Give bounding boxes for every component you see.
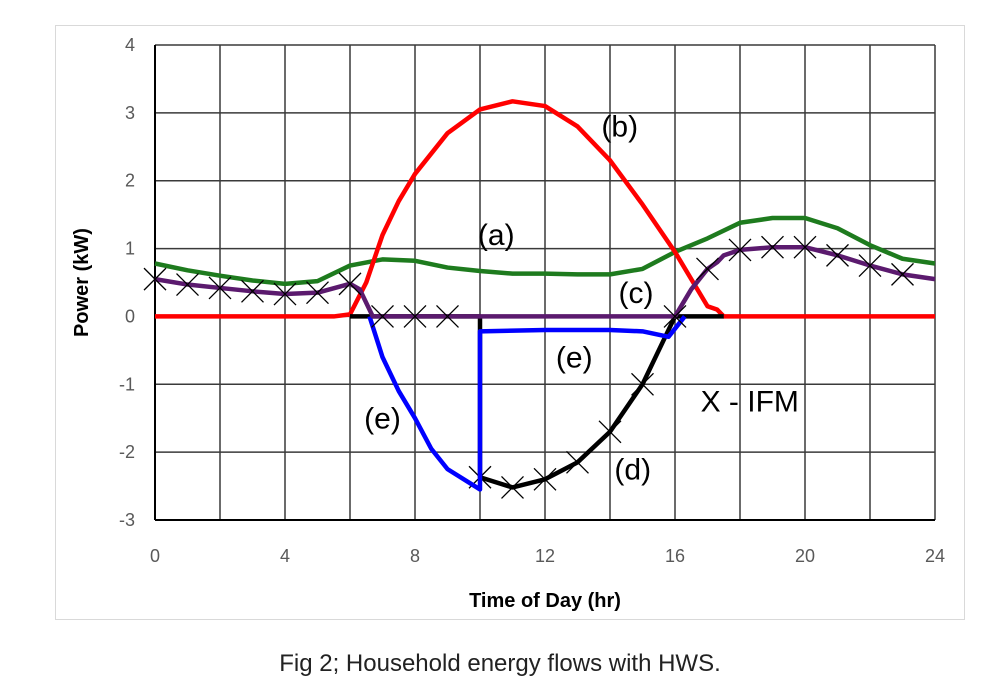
y-tick-label: -1: [119, 374, 135, 394]
y-tick-label: 1: [125, 239, 135, 259]
y-axis-label: Power (kW): [71, 228, 93, 337]
x-tick-label: 20: [795, 546, 815, 566]
y-tick-label: -3: [119, 510, 135, 530]
x-marker: [143, 267, 167, 291]
y-tick-label: 4: [125, 35, 135, 55]
x-marker: [858, 254, 882, 277]
x-marker: [306, 281, 329, 305]
annotation-label: (d): [614, 453, 651, 486]
x-marker: [533, 467, 557, 491]
y-tick-label: -2: [119, 442, 135, 462]
y-tick-label: 0: [125, 306, 135, 326]
series-line-3: [367, 315, 687, 492]
x-tick-label: 24: [925, 546, 945, 566]
chart-frame: [55, 25, 965, 620]
annotation-label: X - IFM: [701, 385, 799, 418]
x-marker: [696, 257, 719, 281]
x-marker: [728, 238, 752, 262]
x-marker: [501, 475, 524, 499]
annotation-label: (c): [619, 277, 654, 310]
annotation-label: (e): [364, 402, 401, 435]
x-marker: [761, 235, 784, 259]
x-tick-label: 8: [410, 546, 420, 566]
x-tick-label: 12: [535, 546, 555, 566]
x-marker: [793, 235, 817, 259]
x-marker: [631, 372, 654, 396]
figure-caption: Fig 2; Household energy flows with HWS.: [279, 650, 721, 677]
series-line-1: [155, 99, 935, 319]
x-marker: [598, 420, 622, 444]
x-marker: [566, 450, 589, 474]
x-tick-label: 4: [280, 546, 290, 566]
x-marker: [371, 304, 394, 328]
series-line-4: [154, 244, 936, 319]
series-line-0: [154, 215, 936, 287]
x-marker: [241, 279, 264, 303]
x-marker: [176, 273, 199, 296]
x-tick-label: 0: [150, 546, 160, 566]
x-marker: [208, 276, 232, 300]
x-marker: [338, 272, 362, 296]
x-tick-label: 16: [665, 546, 685, 566]
x-marker: [826, 243, 849, 267]
annotation-label: (e): [556, 341, 593, 374]
x-marker: [273, 282, 297, 306]
annotation-label: (b): [601, 111, 638, 144]
y-tick-label: 2: [125, 171, 135, 191]
x-marker: [436, 304, 459, 328]
x-axis-label: Time of Day (hr): [469, 590, 621, 612]
x-marker: [403, 304, 427, 328]
annotation-label: (a): [478, 219, 515, 252]
x-marker: [663, 304, 687, 328]
x-marker: [891, 262, 914, 286]
y-tick-label: 3: [125, 103, 135, 123]
